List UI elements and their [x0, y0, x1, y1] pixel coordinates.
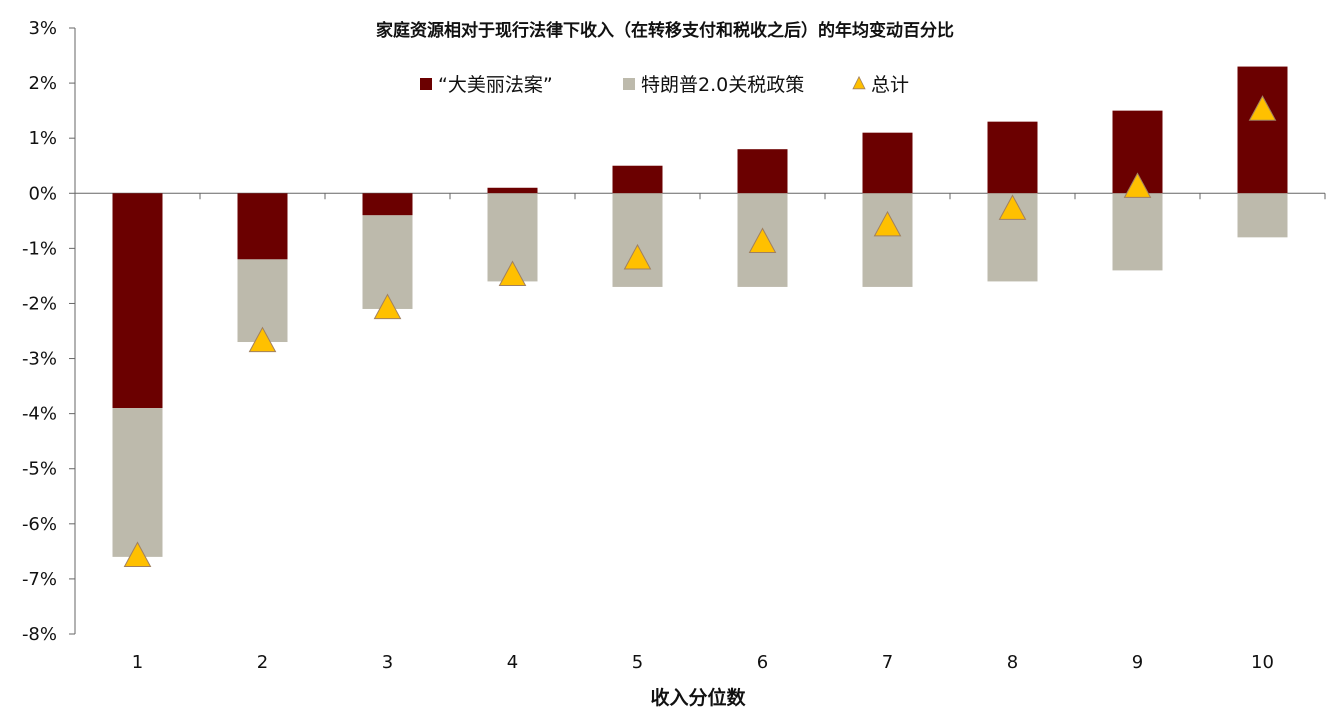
bar-segment	[862, 132, 913, 194]
y-tick-label: -4%	[22, 404, 57, 425]
bar-segment	[362, 215, 413, 309]
y-tick-label: -6%	[22, 514, 57, 535]
bar-segment	[487, 187, 538, 194]
total-markers-group	[123, 95, 1277, 567]
y-tick-label: -8%	[22, 624, 57, 645]
total-marker	[748, 227, 777, 253]
y-tick-label: -3%	[22, 349, 57, 370]
bar-segment	[112, 193, 163, 409]
y-tick-label: 2%	[28, 73, 57, 94]
bar-segment	[612, 193, 663, 287]
bars-group	[112, 66, 1288, 557]
legend-label: “大美丽法案”	[438, 74, 553, 96]
total-marker	[1248, 95, 1277, 121]
bar-segment	[1237, 193, 1288, 238]
total-marker	[623, 243, 652, 270]
bar-segment	[362, 193, 413, 216]
bar-segment	[1237, 66, 1288, 194]
bar-segment	[987, 121, 1038, 194]
x-tick-label: 8	[1007, 652, 1018, 673]
legend-swatch	[852, 75, 866, 90]
total-marker	[123, 541, 152, 567]
total-marker	[998, 194, 1027, 220]
bar-segment	[1112, 193, 1163, 271]
bar-segment	[862, 193, 913, 287]
y-tick-label: -1%	[22, 238, 57, 259]
x-tick-label: 2	[257, 652, 268, 673]
bar-segment	[237, 193, 288, 260]
x-tick-label: 9	[1132, 652, 1143, 673]
x-tick-label: 5	[632, 652, 643, 673]
y-tick-label: 0%	[28, 183, 57, 204]
total-marker	[873, 210, 902, 237]
legend: “大美丽法案” 特朗普2.0关税政策 总计	[420, 74, 909, 96]
legend-swatch	[623, 78, 635, 90]
y-tick-label: -5%	[22, 459, 57, 480]
total-marker	[373, 293, 402, 320]
bar-segment	[112, 408, 163, 557]
y-tick-label: -2%	[22, 293, 57, 314]
x-tick-label: 3	[382, 652, 393, 673]
y-axis: 3% 2% 1% 0% -1% -2% -3% -4% -5% -6% -7% -8%	[22, 18, 76, 645]
x-axis-label: 收入分位数	[650, 686, 746, 709]
x-tick-label: 7	[882, 652, 893, 673]
y-tick-label: 1%	[28, 128, 57, 149]
total-marker	[498, 260, 527, 287]
bar-segment	[612, 165, 663, 194]
y-tick-label: 3%	[28, 18, 57, 39]
bar-segment	[737, 149, 788, 194]
legend-swatch	[420, 78, 432, 90]
legend-label: 特朗普2.0关税政策	[641, 74, 804, 96]
x-tick-label: 1	[132, 652, 143, 673]
x-tick-label: 6	[757, 652, 768, 673]
total-marker	[1123, 172, 1152, 198]
x-tick-label: 10	[1251, 652, 1274, 673]
total-marker	[248, 326, 277, 353]
y-tick-label: -7%	[22, 569, 57, 590]
legend-label: 总计	[871, 74, 909, 96]
x-tick-label: 4	[507, 652, 518, 673]
chart-title: 家庭资源相对于现行法律下收入（在转移支付和税收之后）的年均变动百分比	[376, 20, 954, 41]
